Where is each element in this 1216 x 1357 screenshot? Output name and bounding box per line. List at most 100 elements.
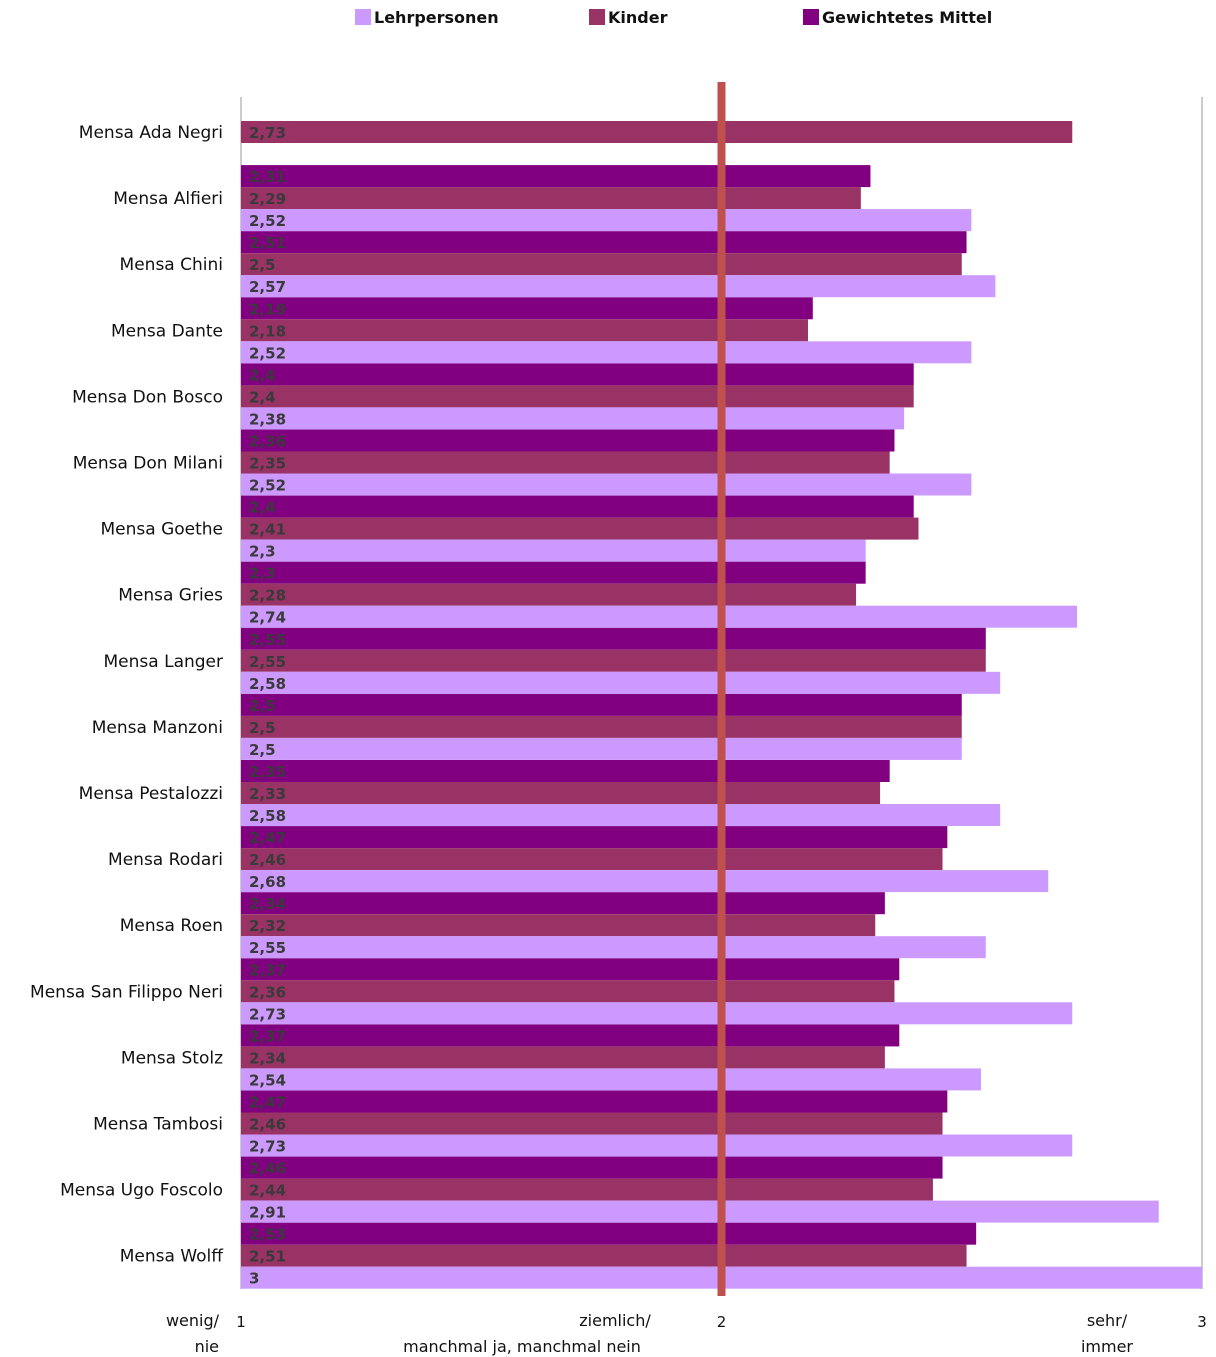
value-label-gewichtetes-mittel-mensa-alfieri: 2,31 (249, 168, 286, 186)
value-label-kinder-mensa-dante: 2,18 (249, 322, 286, 340)
bar-gewichtetes-mittel-mensa-ugo-foscolo (241, 1156, 943, 1179)
category-labels: Mensa Ada Negri Mensa Alfieri Mensa Chini M… (30, 123, 224, 1267)
bar-gewichtetes-mittel-mensa-manzoni (241, 693, 962, 716)
value-label-lehrpersonen-mensa-san-filippo-neri: 2,73 (249, 1005, 286, 1023)
category-label-mensa-san-filippo-neri: Mensa San Filippo Neri (30, 982, 223, 1002)
category-label-mensa-ugo-foscolo: Mensa Ugo Foscolo (60, 1181, 223, 1201)
value-label-gewichtetes-mittel-mensa-san-filippo-neri: 2,37 (249, 961, 286, 979)
value-label-kinder-mensa-don-bosco: 2,4 (249, 388, 276, 406)
axis-description-line: wenig/ (166, 1311, 220, 1330)
value-label-kinder-mensa-chini: 2,5 (249, 256, 276, 274)
category-label-mensa-tambosi: Mensa Tambosi (93, 1115, 223, 1135)
value-label-lehrpersonen-mensa-goethe: 2,3 (249, 543, 276, 561)
x-tick-label-1: 1 (236, 1313, 246, 1331)
bar-lehrpersonen-mensa-don-bosco (241, 407, 905, 430)
bar-kinder-mensa-san-filippo-neri (241, 980, 895, 1003)
bar-lehrpersonen-mensa-pestalozzi (241, 804, 1001, 826)
value-label-gewichtetes-mittel-mensa-tambosi: 2,47 (249, 1094, 286, 1112)
value-label-kinder-mensa-ugo-foscolo: 2,44 (249, 1182, 286, 1200)
bar-gewichtetes-mittel-mensa-dante (241, 297, 813, 320)
axis-description-3: sehr/immer (1081, 1311, 1133, 1356)
bar-gewichtetes-mittel-mensa-tambosi (241, 1090, 948, 1113)
axis-description-line: sehr/ (1087, 1311, 1128, 1330)
value-label-gewichtetes-mittel-mensa-ugo-foscolo: 2,46 (249, 1160, 286, 1178)
category-label-mensa-chini: Mensa Chini (120, 255, 223, 275)
value-label-gewichtetes-mittel-mensa-pestalozzi: 2,35 (249, 763, 286, 781)
value-label-lehrpersonen-mensa-tambosi: 2,73 (249, 1138, 286, 1156)
axis-description-line: manchmal ja, manchmal nein (403, 1337, 641, 1356)
bar-lehrpersonen-mensa-chini (241, 275, 996, 298)
category-label-mensa-pestalozzi: Mensa Pestalozzi (79, 784, 223, 804)
category-label-mensa-dante: Mensa Dante (111, 321, 223, 341)
category-label-mensa-stolz: Mensa Stolz (121, 1048, 223, 1068)
category-label-mensa-wolff: Mensa Wolff (120, 1247, 225, 1267)
value-label-gewichtetes-mittel-mensa-rodari: 2,47 (249, 829, 286, 847)
value-label-lehrpersonen-mensa-chini: 2,57 (249, 278, 286, 296)
value-label-kinder-mensa-pestalozzi: 2,33 (249, 785, 286, 803)
value-label-lehrpersonen-mensa-ugo-foscolo: 2,91 (249, 1204, 286, 1222)
legend-swatch (803, 9, 819, 25)
axis-description-1: wenig/nie (166, 1311, 220, 1356)
bar-kinder-mensa-ada-negri (241, 121, 1073, 143)
value-label-gewichtetes-mittel-mensa-manzoni: 2,5 (249, 697, 276, 715)
bar-kinder-mensa-alfieri (241, 187, 861, 210)
bar-gewichtetes-mittel-mensa-gries (241, 561, 866, 584)
bar-kinder-mensa-tambosi (241, 1112, 943, 1135)
value-label-gewichtetes-mittel-mensa-don-bosco: 2,4 (249, 366, 276, 384)
bar-kinder-mensa-roen (241, 914, 876, 937)
value-label-gewichtetes-mittel-mensa-langer: 2,55 (249, 631, 286, 649)
value-label-lehrpersonen-mensa-dante: 2,52 (249, 344, 286, 362)
bar-gewichtetes-mittel-mensa-alfieri (241, 165, 871, 188)
bar-lehrpersonen-mensa-san-filippo-neri (241, 1002, 1073, 1025)
axis-description-line: nie (195, 1337, 219, 1356)
category-label-mensa-goethe: Mensa Goethe (100, 520, 223, 540)
bar-lehrpersonen-mensa-stolz (241, 1068, 981, 1091)
legend-label: Kinder (608, 8, 668, 27)
value-label-gewichtetes-mittel-mensa-gries: 2,3 (249, 565, 276, 583)
value-label-gewichtetes-mittel-mensa-goethe: 2,4 (249, 499, 276, 517)
legend-item-kinder: Kinder (589, 8, 668, 27)
bar-gewichtetes-mittel-mensa-langer (241, 627, 986, 650)
legend-label: Gewichtetes Mittel (822, 8, 992, 27)
bar-lehrpersonen-mensa-ugo-foscolo (241, 1200, 1159, 1223)
value-label-kinder-mensa-don-milani: 2,35 (249, 455, 286, 473)
bar-lehrpersonen-mensa-gries (241, 605, 1078, 628)
value-label-lehrpersonen-mensa-rodari: 2,68 (249, 873, 286, 891)
value-label-lehrpersonen-mensa-manzoni: 2,5 (249, 741, 276, 759)
legend-item-gewichtetes-mittel: Gewichtetes Mittel (803, 8, 992, 27)
bar-gewichtetes-mittel-mensa-don-bosco (241, 363, 914, 386)
legend-swatch (355, 9, 371, 25)
value-label-lehrpersonen-mensa-langer: 2,58 (249, 675, 286, 693)
axis-description-2: ziemlich/manchmal ja, manchmal nein (403, 1311, 651, 1356)
legend: Lehrpersonen Kinder Gewichtetes Mittel (355, 8, 992, 27)
axis-description-line: ziemlich/ (579, 1311, 651, 1330)
category-label-mensa-don-milani: Mensa Don Milani (73, 454, 223, 474)
bar-gewichtetes-mittel-mensa-pestalozzi (241, 760, 890, 782)
bar-gewichtetes-mittel-mensa-don-milani (241, 429, 895, 452)
bar-gewichtetes-mittel-mensa-stolz (241, 1024, 900, 1047)
bar-lehrpersonen-mensa-rodari (241, 870, 1049, 893)
axis-description-line: immer (1081, 1337, 1133, 1356)
value-label-kinder-mensa-tambosi: 2,46 (249, 1116, 286, 1134)
value-label-gewichtetes-mittel-mensa-wolff: 2,53 (249, 1226, 286, 1244)
value-labels: 2,73 2,31 2,29 2,52 2,51 2,5 2,57 2,19 2,18 2,52 2… (249, 124, 286, 1288)
bar-lehrpersonen-mensa-alfieri (241, 209, 972, 232)
value-label-lehrpersonen-mensa-gries: 2,74 (249, 609, 286, 627)
legend-swatch (589, 9, 605, 25)
bar-kinder-mensa-chini (241, 253, 962, 276)
value-label-kinder-mensa-alfieri: 2,29 (249, 190, 286, 208)
x-axis-ticks: 1 2 3 wenig/nie ziemlich/manchmal ja, manchm… (166, 1311, 1207, 1356)
value-label-lehrpersonen-mensa-stolz: 2,54 (249, 1071, 286, 1089)
bar-lehrpersonen-mensa-roen (241, 936, 986, 959)
bar-kinder-mensa-ugo-foscolo (241, 1178, 933, 1201)
category-label-mensa-gries: Mensa Gries (118, 586, 223, 606)
bar-kinder-mensa-wolff (241, 1244, 967, 1267)
category-label-mensa-manzoni: Mensa Manzoni (92, 718, 223, 738)
bar-lehrpersonen-mensa-langer (241, 671, 1001, 694)
bar-gewichtetes-mittel-mensa-chini (241, 231, 967, 254)
category-label-mensa-don-bosco: Mensa Don Bosco (72, 387, 223, 407)
bar-kinder-mensa-goethe (241, 517, 919, 540)
bar-kinder-mensa-gries (241, 583, 857, 606)
value-label-kinder-mensa-goethe: 2,41 (249, 521, 286, 539)
